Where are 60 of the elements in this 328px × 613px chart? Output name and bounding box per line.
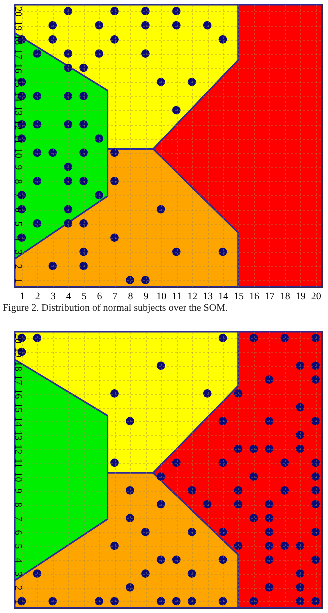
y-tick-label: 8 (12, 179, 24, 184)
y-tick-label: 7 (12, 193, 24, 198)
y-tick-label: 2 (12, 264, 24, 270)
y-tick-label: 20 (12, 334, 24, 344)
y-tick-label: 14 (12, 416, 24, 427)
x-tick-label: 7 (112, 292, 118, 302)
x-tick-label: 17 (264, 292, 275, 302)
x-tick-label: 19 (296, 292, 306, 302)
x-tick-label: 15 (234, 292, 244, 302)
x-tick-label: 13 (203, 292, 214, 302)
y-tick-label: 20 (12, 6, 24, 17)
x-tick-label: 4 (66, 292, 72, 302)
y-tick-label: 19 (12, 21, 24, 32)
x-tick-label: 14 (218, 292, 229, 302)
y-tick-label: 13 (12, 430, 24, 441)
y-tick-label: 7 (12, 516, 24, 522)
y-tick-label: 1 (12, 278, 24, 284)
x-tick-label: 11 (172, 292, 182, 302)
y-tick-label: 11 (12, 134, 24, 144)
y-tick-label: 1 (12, 599, 24, 604)
y-tick-label: 12 (12, 120, 24, 130)
y-tick-label: 15 (12, 78, 24, 88)
x-tick-label: 2 (35, 292, 40, 302)
y-tick-label: 9 (12, 488, 24, 494)
y-tick-label: 10 (12, 472, 24, 482)
y-tick-label: 19 (12, 348, 24, 358)
text: Figure 2. Distribution of normal subjects over the SOM. (3, 303, 228, 314)
y-tick-label: 11 (12, 458, 24, 468)
y-tick-label: 16 (12, 63, 24, 74)
x-tick-label: 5 (82, 292, 87, 302)
y-tick-label: 6 (12, 530, 24, 536)
y-tick-label: 14 (12, 92, 24, 102)
y-tick-label: 3 (12, 250, 24, 256)
y-tick-label: 18 (12, 361, 24, 372)
x-tick-label: 9 (144, 292, 149, 302)
y-tick-label: 18 (12, 35, 24, 46)
y-tick-label: 17 (12, 375, 24, 386)
y-tick-label: 9 (12, 165, 24, 170)
y-tick-label: 8 (12, 502, 24, 508)
y-tick-label: 4 (12, 236, 24, 241)
x-tick-label: 18 (280, 292, 290, 302)
y-tick-label: 3 (12, 572, 24, 577)
x-tick-label: 20 (311, 292, 322, 302)
y-tick-label: 10 (12, 148, 24, 158)
y-tick-label: 15 (12, 403, 24, 414)
y-tick-label: 5 (12, 222, 24, 227)
x-tick-label: 16 (249, 292, 260, 302)
y-tick-label: 2 (12, 586, 24, 591)
x-tick-label: 3 (50, 292, 56, 302)
x-tick-label: 12 (188, 292, 198, 302)
x-tick-label: 10 (156, 292, 167, 302)
y-tick-label: 12 (12, 444, 24, 455)
y-tick-label: 5 (12, 544, 24, 550)
y-tick-label: 13 (12, 106, 24, 116)
y-tick-label: 17 (12, 49, 24, 60)
y-tick-label: 6 (12, 208, 24, 213)
x-tick-label: 6 (97, 292, 102, 302)
y-tick-label: 16 (12, 389, 24, 400)
x-tick-label: 8 (128, 292, 134, 302)
y-tick-label: 4 (12, 558, 24, 563)
